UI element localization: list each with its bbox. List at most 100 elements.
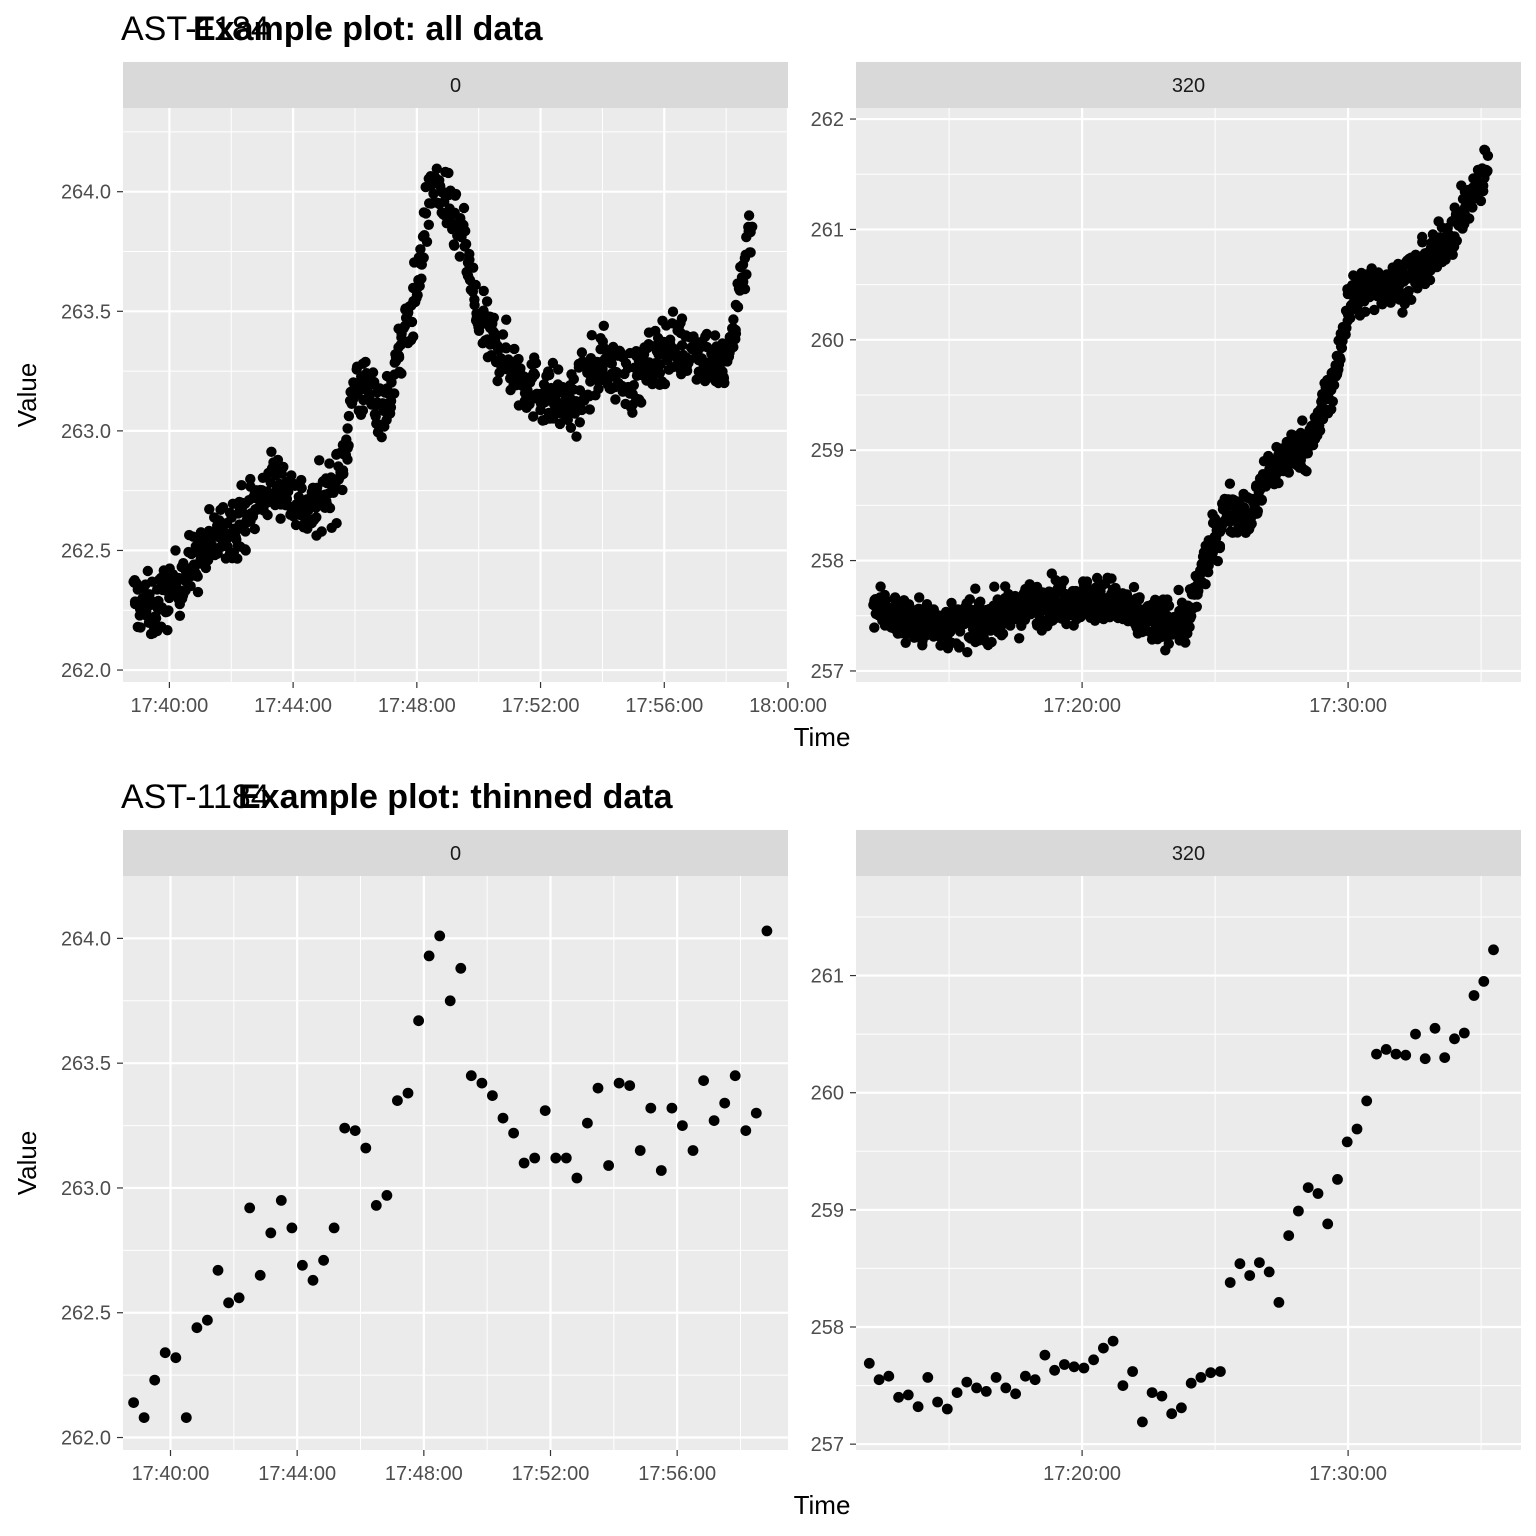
data-point <box>236 480 247 491</box>
data-point <box>314 455 325 466</box>
data-point <box>488 312 499 323</box>
data-point <box>1482 150 1494 161</box>
data-point <box>454 251 465 262</box>
data-point <box>1429 1022 1441 1034</box>
y-tick-label: 257 <box>811 661 844 683</box>
data-point <box>402 1087 414 1099</box>
data-point <box>501 314 512 325</box>
data-point <box>745 247 756 258</box>
data-point <box>1326 404 1337 415</box>
y-tick-label: 264.0 <box>61 928 111 950</box>
data-point <box>180 1412 192 1423</box>
y-tick-label: 257 <box>811 1434 844 1456</box>
data-point <box>1068 1361 1080 1373</box>
data-point <box>204 504 215 515</box>
data-point <box>1117 1380 1129 1391</box>
data-point <box>951 1387 963 1398</box>
data-point <box>1390 1048 1402 1060</box>
data-point <box>1166 1408 1178 1420</box>
data-point <box>954 641 965 652</box>
data-point <box>1098 1342 1109 1354</box>
x-tick-label: 17:56:00 <box>638 1463 716 1485</box>
y-tick-label: 262.0 <box>61 660 111 682</box>
data-point <box>1361 1095 1373 1107</box>
data-point <box>863 1357 875 1369</box>
data-point <box>376 432 387 443</box>
data-point <box>732 301 744 313</box>
data-point <box>245 473 256 485</box>
data-point <box>1059 1359 1070 1370</box>
data-point <box>1412 283 1423 294</box>
data-point <box>396 368 407 379</box>
data-point <box>128 1397 140 1408</box>
data-point <box>747 221 758 232</box>
data-point <box>192 586 204 598</box>
facet-strip-label: 320 <box>1172 843 1205 865</box>
data-point <box>613 1077 625 1089</box>
data-point <box>1156 1390 1168 1402</box>
data-point <box>513 353 524 365</box>
data-point <box>413 1015 424 1027</box>
y-tick-label: 259 <box>811 440 844 462</box>
data-point <box>1005 620 1016 631</box>
data-point <box>1327 396 1339 407</box>
data-point <box>272 454 284 466</box>
data-point <box>1302 448 1314 459</box>
data-point <box>497 1112 509 1124</box>
data-point <box>138 1412 150 1423</box>
data-point <box>381 1190 393 1201</box>
x-tick-label: 17:30:00 <box>1309 695 1387 717</box>
facet-strip <box>856 62 1521 108</box>
data-point <box>1078 1362 1090 1374</box>
data-point <box>212 1264 224 1276</box>
data-point <box>1397 307 1408 318</box>
data-point <box>1244 1270 1256 1281</box>
data-point <box>610 394 621 405</box>
data-point <box>1224 1277 1236 1288</box>
data-point <box>576 347 588 358</box>
data-point <box>986 636 997 648</box>
data-points <box>863 944 1499 1428</box>
data-points <box>128 163 758 640</box>
data-point <box>1039 1349 1051 1361</box>
data-point <box>244 1202 256 1214</box>
data-point <box>964 594 975 605</box>
panel-320: 320 17:20:00 17:30:00 257 258 259 260 261 262 <box>811 62 1521 717</box>
data-point <box>1369 304 1380 316</box>
data-point <box>1478 976 1490 987</box>
data-point <box>428 188 439 199</box>
data-point <box>1180 637 1191 648</box>
data-point <box>1256 494 1268 505</box>
data-point <box>1128 581 1140 593</box>
group-label: AST-1184 <box>121 778 270 816</box>
data-point <box>1273 1297 1285 1308</box>
data-point <box>719 377 730 389</box>
data-point <box>408 331 419 342</box>
data-point <box>681 365 693 376</box>
data-point <box>574 417 585 428</box>
data-point <box>962 647 973 658</box>
data-point <box>232 553 243 564</box>
data-point <box>343 440 354 451</box>
data-point <box>423 950 435 962</box>
data-point <box>337 484 348 496</box>
data-point <box>478 285 489 297</box>
data-point <box>420 208 432 219</box>
y-tick-label: 262.5 <box>61 540 111 562</box>
data-point <box>1195 1372 1207 1383</box>
data-point <box>875 581 886 592</box>
data-point <box>1214 540 1226 552</box>
data-point <box>1163 638 1175 649</box>
data-point <box>1234 1258 1246 1270</box>
facet-strip <box>123 830 788 876</box>
data-point <box>970 583 981 594</box>
data-point <box>1185 1377 1197 1389</box>
data-point <box>262 509 273 521</box>
x-axis-title: Time <box>794 722 851 752</box>
data-point <box>554 418 566 430</box>
y-tick-label: 263.5 <box>61 1053 111 1075</box>
x-tick-label: 17:44:00 <box>254 695 332 717</box>
data-point <box>597 336 608 347</box>
x-tick-label: 17:40:00 <box>130 695 208 717</box>
data-point <box>1380 1044 1392 1055</box>
